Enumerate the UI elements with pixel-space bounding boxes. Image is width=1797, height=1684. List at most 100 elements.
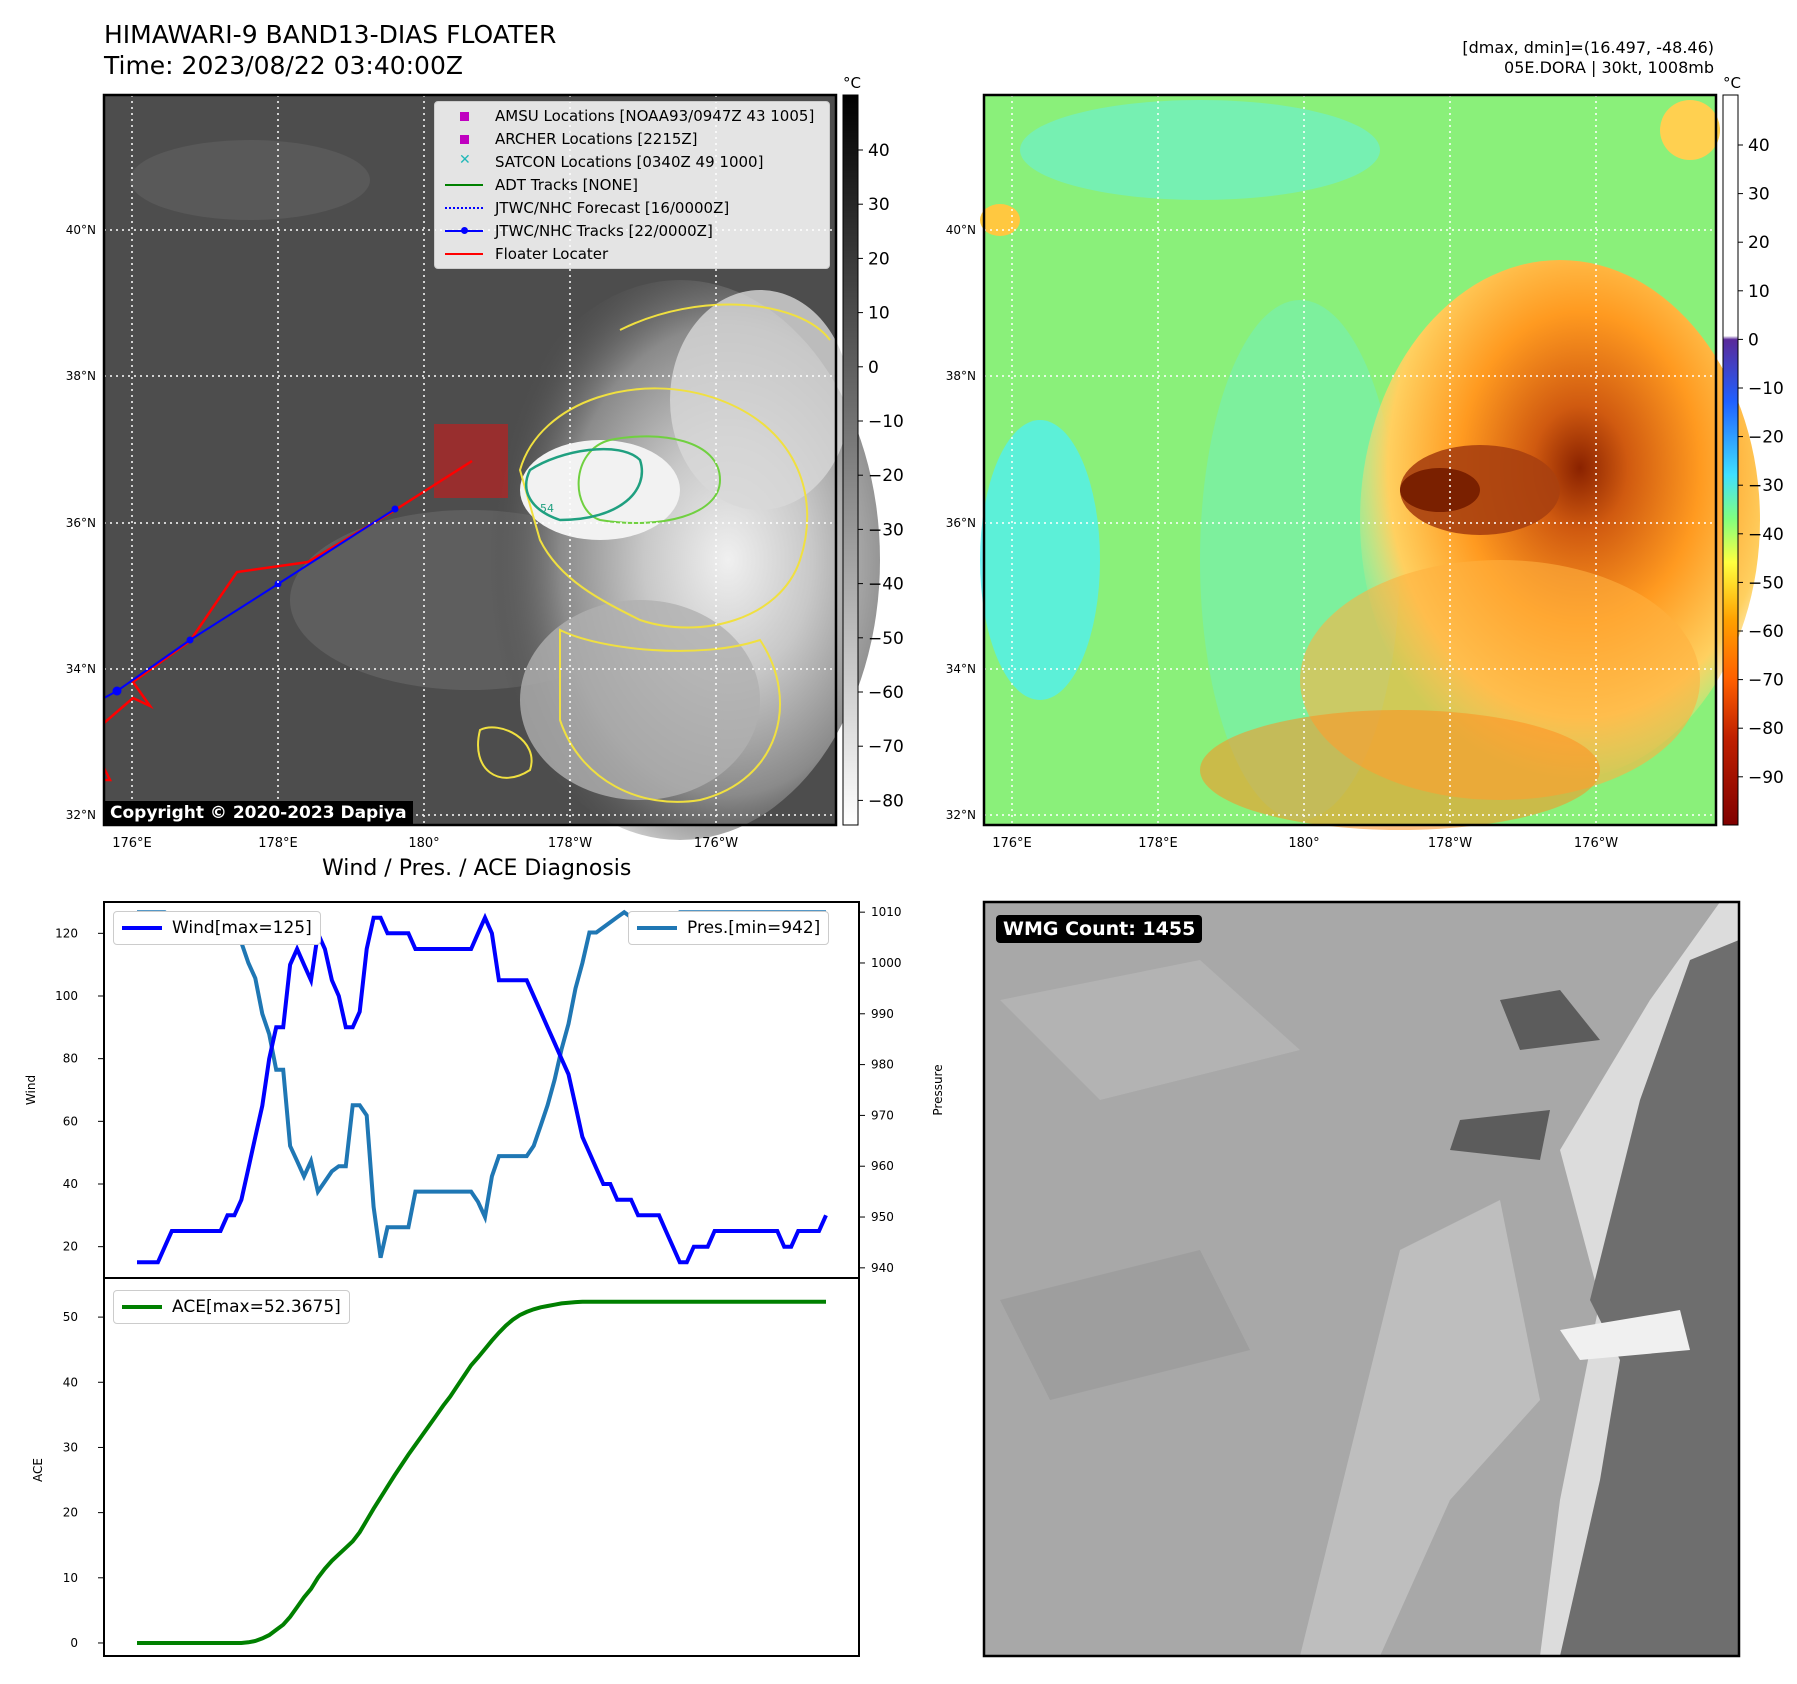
legend-label: ADT Tracks [NONE] xyxy=(495,176,639,194)
colorbar-tick-label: 40 xyxy=(868,141,890,161)
pressure-axis-tick-label: 960 xyxy=(871,1159,894,1173)
lon-label: 178°W xyxy=(548,836,592,851)
pressure-axis-tick-label: 1000 xyxy=(871,956,902,970)
jtwc-track-point xyxy=(274,580,282,588)
ace-legend: ACE[max=52.3675] xyxy=(113,1290,350,1324)
ace-axis-label: ACE xyxy=(31,1458,45,1482)
colorbar-tick-label: −70 xyxy=(868,737,904,757)
colorbar-tick-label: −10 xyxy=(1748,379,1784,399)
colorbar-tick-label: 0 xyxy=(868,358,879,378)
wind-axis-label: Wind xyxy=(24,1075,38,1105)
wind-series-line xyxy=(137,912,828,1265)
colorbar-tick-label: 10 xyxy=(868,304,890,324)
lat-label: 32°N xyxy=(946,808,976,822)
legend-label: AMSU Locations [NOAA93/0947Z 43 1005] xyxy=(495,107,815,125)
colorbar-tick-label: −40 xyxy=(1748,525,1784,545)
colorbar-tick-label: −80 xyxy=(868,791,904,811)
dmax-dmin-label: [dmax, dmin]=(16.497, -48.46) xyxy=(1462,38,1714,57)
colorbar-tick-label: 20 xyxy=(1748,233,1770,253)
lat-label: 36°N xyxy=(66,516,96,530)
lon-label: 176°W xyxy=(1574,836,1618,851)
wind-axis-tick-label: 100 xyxy=(55,989,78,1003)
legend-label: JTWC/NHC Tracks [22/0000Z] xyxy=(495,222,713,240)
pressure-axis-tick-label: 970 xyxy=(871,1108,894,1122)
colorbar-tick-label: 30 xyxy=(1748,185,1770,205)
colorbar-tick-label: −50 xyxy=(868,629,904,649)
legend-label: Floater Locater xyxy=(495,245,609,263)
lon-label: 180° xyxy=(1288,836,1319,851)
contour-label: 54 xyxy=(540,502,554,515)
wind-axis-tick-label: 80 xyxy=(63,1052,78,1066)
colorbar-tick-label: 30 xyxy=(868,195,890,215)
colorbar-tick-label: −20 xyxy=(868,466,904,486)
colorbar-tick-label: −50 xyxy=(1748,573,1784,593)
pressure-axis-tick-label: 980 xyxy=(871,1058,894,1072)
wind-axis-tick-label: 40 xyxy=(63,1177,78,1191)
colorbar-tick-label: −80 xyxy=(1748,719,1784,739)
ace-legend-label: ACE[max=52.3675] xyxy=(172,1297,341,1317)
wind-legend-label: Wind[max=125] xyxy=(172,918,312,938)
lat-label: 38°N xyxy=(66,369,96,383)
lon-label: 178°W xyxy=(1428,836,1472,851)
jtwc-track-point xyxy=(391,505,399,513)
ace-axis-tick-label: 50 xyxy=(63,1310,78,1324)
color-map-gridlines xyxy=(984,95,1716,825)
storm-info-label: 05E.DORA | 30kt, 1008mb xyxy=(1504,58,1714,77)
colorbar-unit: °C xyxy=(843,74,861,92)
wind-axis-tick-label: 120 xyxy=(55,926,78,940)
color-map-lat-labels: 40°N 38°N 36°N 34°N 32°N xyxy=(946,223,976,822)
legend-item-archer: ARCHER Locations [2215Z] xyxy=(445,128,698,150)
color-map-panel xyxy=(980,93,1760,830)
wind-axis-tick-label: 20 xyxy=(63,1240,78,1254)
ace-legend-line-icon xyxy=(122,1305,162,1309)
colorbar-tick-label: −70 xyxy=(1748,671,1784,691)
legend-item-amsu: AMSU Locations [NOAA93/0947Z 43 1005] xyxy=(445,105,814,127)
pressure-legend-line-icon xyxy=(637,926,677,930)
pressure-axis-tick-label: 950 xyxy=(871,1210,894,1224)
lat-label: 34°N xyxy=(946,662,976,676)
pressure-axis-tick-label: 1010 xyxy=(871,905,902,919)
cyan-x-icon: ✕ xyxy=(459,152,471,168)
wind-legend-line-icon xyxy=(122,926,162,930)
ir-map-lat-labels: 40°N 38°N 36°N 34°N 32°N xyxy=(66,223,96,822)
gray-colorbar: °C 40 30 20 10 0 −10 −20 −30 −40 −50 −60 −70 −80 xyxy=(842,74,904,826)
ir-map-lon-labels: 176°E 178°E 180° 178°W 176°W xyxy=(112,836,738,851)
jtwc-track-point xyxy=(186,636,194,644)
ace-axis-tick-label: 30 xyxy=(63,1440,78,1454)
figure-time: Time: 2023/08/22 03:40:00Z xyxy=(104,51,463,80)
color-colorbar: °C 40 30 20 10 0 −10 −20 −30 −40 −50 −60 −70 −80 −90 xyxy=(1722,74,1784,826)
magenta-square-icon xyxy=(445,129,483,149)
diagnosis-title: Wind / Pres. / ACE Diagnosis xyxy=(322,856,632,881)
ace-series-line xyxy=(137,1299,826,1645)
legend-label: JTWC/NHC Forecast [16/0000Z] xyxy=(495,199,730,217)
lat-label: 34°N xyxy=(66,662,96,676)
color-map-lon-labels: 176°E 178°E 180° 178°W 176°W xyxy=(992,836,1618,851)
green-line-icon xyxy=(445,175,483,195)
lon-label: 176°E xyxy=(112,836,152,851)
colorbar-tick-label: −60 xyxy=(868,683,904,703)
legend-item-floater: Floater Locater xyxy=(445,243,608,265)
wind-legend: Wind[max=125] xyxy=(113,911,321,945)
colorbar-tick-label: 40 xyxy=(1748,136,1770,156)
figure-title: HIMAWARI-9 BAND13-DIAS FLOATER xyxy=(104,20,557,49)
colorbar-tick-label: −30 xyxy=(868,520,904,540)
blue-dotted-line-icon xyxy=(445,198,483,218)
pressure-legend: Pres.[min=942] xyxy=(628,911,830,945)
jtwc-track-point xyxy=(112,686,122,696)
lat-label: 32°N xyxy=(66,808,96,822)
legend-item-forecast: JTWC/NHC Forecast [16/0000Z] xyxy=(445,197,729,219)
ace-axis-tick-label: 40 xyxy=(63,1375,78,1389)
lat-label: 40°N xyxy=(946,223,976,237)
pressure-axis-tick-label: 990 xyxy=(871,1007,894,1021)
lon-label: 176°W xyxy=(694,836,738,851)
colorbar-unit: °C xyxy=(1723,74,1741,92)
legend-item-satcon: ✕ SATCON Locations [0340Z 49 1000] xyxy=(445,151,763,173)
colorbar-tick-label: −90 xyxy=(1748,768,1784,788)
colorbar-tick-label: −30 xyxy=(1748,476,1784,496)
colorbar-tick-label: −20 xyxy=(1748,428,1784,448)
colorbar-tick-label: −10 xyxy=(868,412,904,432)
lon-label: 178°E xyxy=(258,836,298,851)
pressure-axis-tick-label: 940 xyxy=(871,1261,894,1275)
ace-axis-tick-label: 0 xyxy=(70,1636,78,1650)
